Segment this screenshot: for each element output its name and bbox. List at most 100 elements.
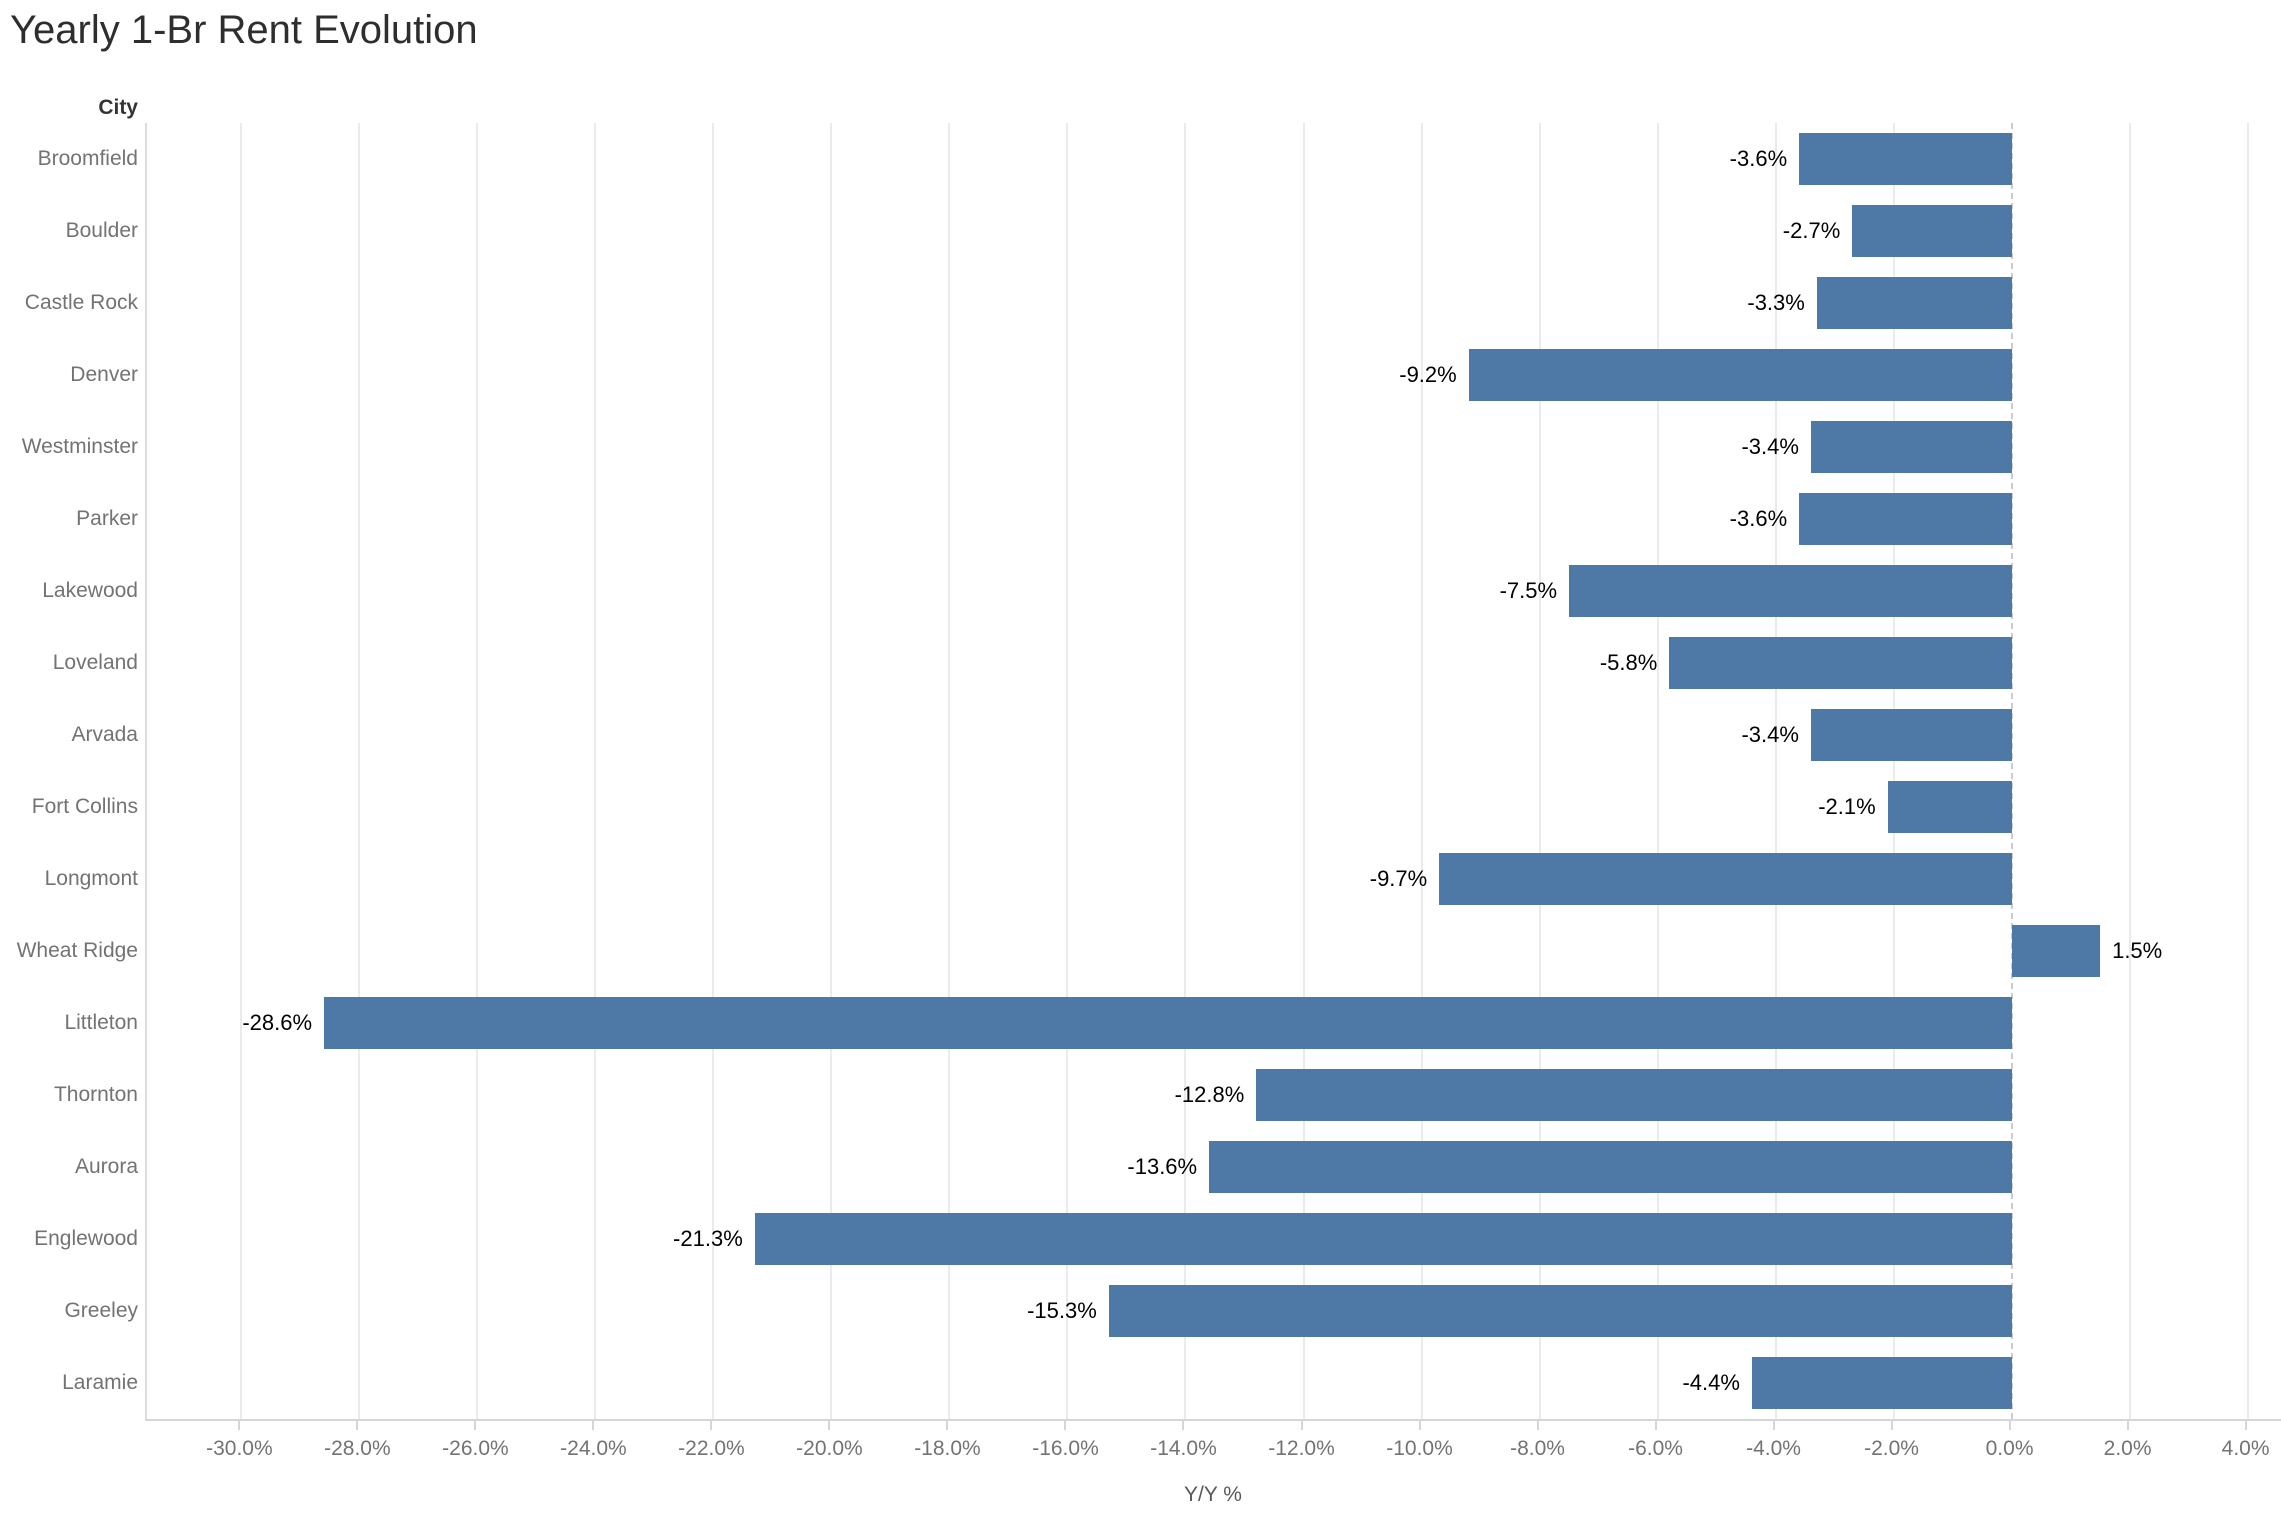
gridline-2 — [2128, 123, 2131, 1419]
value-label-fort-collins: -2.1% — [1818, 794, 1876, 819]
x-tick--10 — [1418, 1421, 1421, 1430]
x-tick-label--16: -16.0% — [1032, 1437, 1099, 1460]
category-label-broomfield: Broomfield — [37, 147, 138, 170]
category-label-fort-collins: Fort Collins — [31, 795, 138, 818]
chart-title: Yearly 1-Br Rent Evolution — [10, 8, 478, 52]
x-axis-title: Y/Y % — [1184, 1483, 1242, 1506]
category-label-aurora: Aurora — [74, 1155, 138, 1178]
gridline--24 — [594, 123, 597, 1419]
x-tick--26 — [474, 1421, 477, 1430]
value-label-littleton: -28.6% — [242, 1010, 313, 1035]
category-label-wheat-ridge: Wheat Ridge — [16, 939, 138, 962]
bar-broomfield[interactable] — [1799, 133, 2012, 185]
gridline--12 — [1302, 123, 1305, 1419]
value-label-longmont: -9.7% — [1369, 866, 1428, 891]
value-label-westminster: -3.4% — [1741, 434, 1799, 459]
x-tick-label--12: -12.0% — [1268, 1437, 1335, 1460]
bar-arvada[interactable] — [1810, 709, 2012, 761]
value-label-denver: -9.2% — [1399, 362, 1457, 387]
gridline--20 — [830, 123, 833, 1419]
category-label-greeley: Greeley — [64, 1299, 138, 1322]
x-tick-label-0: 0.0% — [1985, 1437, 2034, 1460]
category-label-littleton: Littleton — [64, 1011, 138, 1034]
gridline-4 — [2246, 123, 2249, 1419]
x-tick--22 — [710, 1421, 713, 1430]
x-tick-label--2: -2.0% — [1864, 1437, 1919, 1460]
gridline--22 — [712, 123, 715, 1419]
bar-fort-collins[interactable] — [1887, 781, 2012, 833]
bar-parker[interactable] — [1799, 493, 2012, 545]
category-label-englewood: Englewood — [34, 1227, 138, 1250]
bar-longmont[interactable] — [1439, 853, 2012, 905]
x-tick-0 — [2008, 1421, 2011, 1430]
x-tick--8 — [1536, 1421, 1539, 1430]
gridline--18 — [948, 123, 951, 1419]
bar-laramie[interactable] — [1751, 1357, 2012, 1409]
category-label-boulder: Boulder — [65, 219, 138, 242]
x-tick--14 — [1182, 1421, 1185, 1430]
x-tick--2 — [1890, 1421, 1893, 1430]
bar-loveland[interactable] — [1669, 637, 2012, 689]
x-tick-label--30: -30.0% — [206, 1437, 273, 1460]
bar-denver[interactable] — [1468, 349, 2012, 401]
x-tick--4 — [1772, 1421, 1775, 1430]
x-tick--16 — [1064, 1421, 1067, 1430]
value-label-parker: -3.6% — [1729, 506, 1788, 531]
x-tick--28 — [356, 1421, 359, 1430]
gridline--26 — [476, 123, 479, 1419]
gridline--16 — [1066, 123, 1069, 1419]
gridline--4 — [1774, 123, 1777, 1419]
category-label-thornton: Thornton — [53, 1083, 138, 1106]
category-label-westminster: Westminster — [21, 435, 138, 458]
x-tick-label--10: -10.0% — [1386, 1437, 1453, 1460]
x-tick--20 — [828, 1421, 831, 1430]
category-label-arvada: Arvada — [71, 723, 138, 746]
value-label-aurora: -13.6% — [1127, 1154, 1198, 1179]
x-tick--18 — [946, 1421, 949, 1430]
gridline--8 — [1538, 123, 1541, 1419]
bar-greeley[interactable] — [1108, 1285, 2012, 1337]
category-label-laramie: Laramie — [62, 1371, 138, 1394]
plot-area: -3.6% -2.7% -3.3% -9.2% -3.4% -3.6% -7.5% -5.8%… — [145, 123, 2281, 1419]
x-tick-label--18: -18.0% — [914, 1437, 981, 1460]
bar-boulder[interactable] — [1852, 205, 2012, 257]
bar-littleton[interactable] — [324, 997, 2012, 1049]
x-tick-label--26: -26.0% — [442, 1437, 509, 1460]
x-tick-label--22: -22.0% — [678, 1437, 745, 1460]
x-tick--30 — [238, 1421, 241, 1430]
x-axis-line — [145, 1419, 2281, 1421]
bar-englewood[interactable] — [754, 1213, 2012, 1265]
x-tick-4 — [2244, 1421, 2247, 1430]
category-label-denver: Denver — [70, 363, 138, 386]
category-label-castle-rock: Castle Rock — [24, 291, 138, 314]
value-label-wheat-ridge: 1.5% — [2112, 938, 2163, 963]
bar-westminster[interactable] — [1810, 421, 2012, 473]
bar-aurora[interactable] — [1209, 1141, 2012, 1193]
x-tick--12 — [1300, 1421, 1303, 1430]
x-tick-label--24: -24.0% — [560, 1437, 627, 1460]
bar-wheat-ridge[interactable] — [2011, 925, 2101, 977]
x-tick-label--20: -20.0% — [796, 1437, 863, 1460]
category-label-longmont: Longmont — [44, 867, 138, 890]
value-label-boulder: -2.7% — [1782, 218, 1841, 243]
value-label-thornton: -12.8% — [1174, 1082, 1245, 1107]
bar-lakewood[interactable] — [1569, 565, 2012, 617]
bar-castle-rock[interactable] — [1816, 277, 2012, 329]
x-tick-2 — [2126, 1421, 2129, 1430]
category-label-parker: Parker — [76, 507, 138, 530]
gridline--14 — [1184, 123, 1187, 1419]
gridline--6 — [1656, 123, 1659, 1419]
bar-thornton[interactable] — [1256, 1069, 2012, 1121]
value-label-castle-rock: -3.3% — [1747, 290, 1805, 315]
x-tick-label--8: -8.0% — [1510, 1437, 1565, 1460]
x-tick--24 — [592, 1421, 595, 1430]
value-label-greeley: -15.3% — [1027, 1298, 1097, 1323]
x-tick-label--14: -14.0% — [1150, 1437, 1217, 1460]
gridline--28 — [358, 123, 361, 1419]
x-tick--6 — [1654, 1421, 1657, 1430]
value-label-lakewood: -7.5% — [1499, 578, 1558, 603]
gridline--2 — [1892, 123, 1895, 1419]
x-tick-label-4: 4.0% — [2221, 1437, 2270, 1460]
category-label-loveland: Loveland — [52, 651, 138, 674]
zero-line — [2010, 123, 2013, 1419]
